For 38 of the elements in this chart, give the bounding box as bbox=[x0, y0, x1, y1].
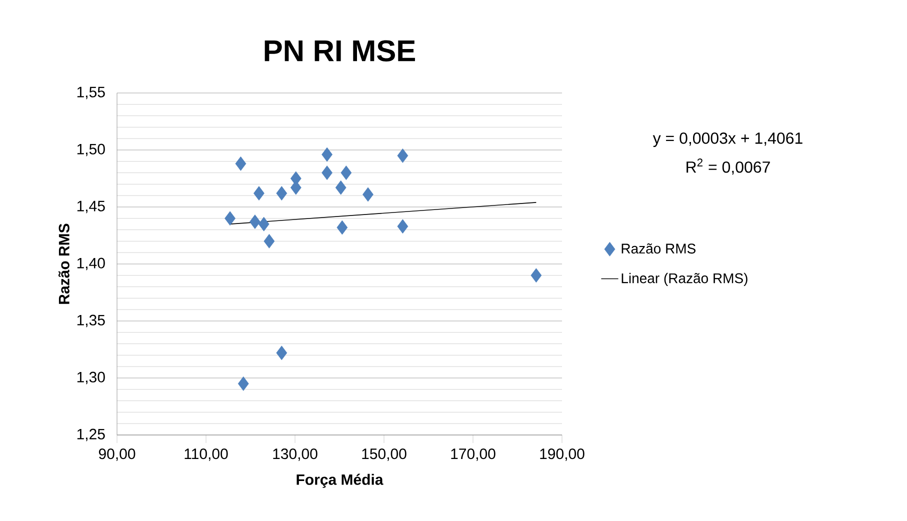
x-tick-label: 150,00 bbox=[362, 448, 406, 461]
y-tick-label: 1,25 bbox=[77, 428, 105, 442]
legend-label: Razão RMS bbox=[622, 243, 696, 254]
y-tick-label: 1,55 bbox=[77, 86, 105, 100]
point bbox=[238, 376, 249, 391]
point bbox=[264, 234, 275, 248]
point bbox=[362, 187, 374, 202]
x-axis-title: Força Média bbox=[296, 474, 384, 488]
y-tick-label: 1,45 bbox=[77, 200, 105, 214]
point bbox=[276, 186, 288, 201]
point bbox=[322, 147, 332, 162]
x-tick-label: 190,00 bbox=[540, 448, 584, 461]
point bbox=[340, 166, 352, 180]
point bbox=[276, 346, 288, 360]
point bbox=[336, 220, 348, 235]
point bbox=[254, 186, 264, 201]
point bbox=[322, 166, 332, 180]
point bbox=[530, 268, 542, 283]
point bbox=[235, 156, 246, 171]
y-tick-label: 1,35 bbox=[77, 314, 105, 328]
y-tick-label: 1,50 bbox=[77, 144, 105, 156]
point bbox=[224, 211, 236, 226]
chart-title: PN RI MSE bbox=[264, 40, 415, 62]
x-tick-label: 110,00 bbox=[184, 448, 228, 461]
y-tick-label: 1,30 bbox=[77, 372, 105, 384]
text: y = 0,0003x + 1,4061 bbox=[652, 132, 802, 148]
point bbox=[250, 214, 260, 230]
point bbox=[258, 216, 270, 232]
y-axis-title: Razão RMS bbox=[58, 224, 70, 304]
point bbox=[397, 219, 408, 234]
legend-label: Linear (Razão RMS) bbox=[622, 272, 748, 286]
text: R$^{2}$ = 0,0067 bbox=[686, 158, 770, 175]
point bbox=[397, 148, 408, 163]
x-tick-label: 90,00 bbox=[98, 448, 136, 461]
x-tick-label: 170,00 bbox=[451, 448, 496, 461]
x-tick-label: 130,00 bbox=[273, 448, 318, 461]
point bbox=[335, 180, 346, 195]
y-tick-label: 1,40 bbox=[77, 258, 105, 270]
